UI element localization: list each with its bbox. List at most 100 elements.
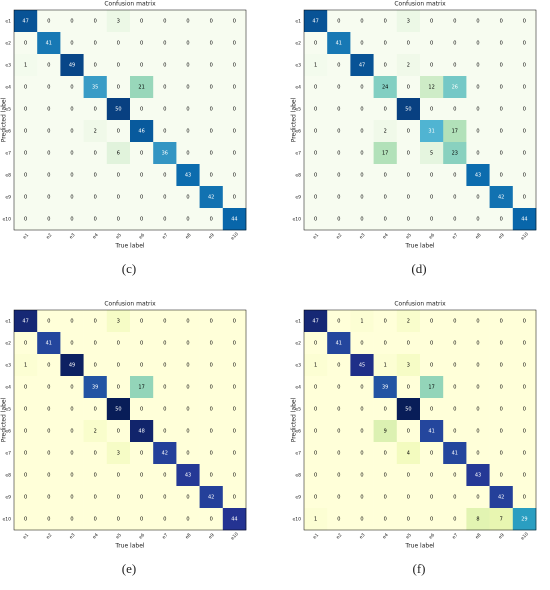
- cell-label: 0: [163, 19, 166, 25]
- cell: [14, 420, 38, 443]
- cell-label: 0: [384, 319, 387, 325]
- y-tick-label: e8: [5, 473, 11, 479]
- cell-label: 0: [210, 217, 213, 223]
- cell-label: 50: [405, 107, 411, 113]
- cell: [420, 376, 444, 399]
- cell-label: 0: [210, 363, 213, 369]
- cell-label: 47: [312, 19, 318, 25]
- cell: [396, 332, 421, 355]
- cell-label: 0: [94, 217, 97, 223]
- cell-label: 39: [92, 385, 98, 391]
- cell-label: 17: [382, 151, 388, 157]
- cell: [14, 32, 38, 55]
- cell: [420, 442, 444, 465]
- y-tick-label: e3: [5, 363, 11, 369]
- cell: [373, 208, 398, 231]
- x-tick-label: e6: [428, 532, 436, 540]
- x-tick-label: e3: [358, 532, 366, 540]
- cell-label: 0: [453, 341, 456, 347]
- cell-label: 0: [407, 517, 410, 523]
- cell-label: 0: [407, 473, 410, 479]
- x-axis-label: True label: [114, 243, 144, 250]
- x-tick-label: e2: [45, 532, 53, 540]
- cell-label: 0: [163, 85, 166, 91]
- cell-label: 0: [407, 429, 410, 435]
- cell-label: 0: [186, 451, 189, 457]
- cell-label: 0: [210, 319, 213, 325]
- y-tick-label: e1: [295, 319, 301, 325]
- chart-title: Confusion matrix: [104, 1, 156, 8]
- cell: [199, 354, 224, 377]
- cell-label: 0: [407, 41, 410, 47]
- cell: [14, 354, 38, 377]
- cell-label: 0: [94, 173, 97, 179]
- cell: [60, 120, 84, 143]
- cell: [304, 354, 328, 377]
- cell-label: 0: [94, 495, 97, 501]
- cell-label: 0: [210, 173, 213, 179]
- cell-label: 0: [47, 517, 50, 523]
- cell: [37, 508, 61, 531]
- cell: [350, 486, 374, 509]
- cell-label: 0: [70, 195, 73, 201]
- cell-label: 0: [500, 107, 503, 113]
- cell: [443, 376, 467, 399]
- y-axis-label: Predicted label: [1, 97, 8, 142]
- x-tick-label: e3: [68, 532, 76, 540]
- cell: [396, 10, 421, 33]
- cell: [222, 98, 247, 121]
- cell: [420, 354, 444, 377]
- cell-label: 0: [140, 63, 143, 69]
- cell: [37, 164, 61, 187]
- cell-label: 0: [140, 41, 143, 47]
- cell-label: 0: [523, 451, 526, 457]
- cell: [37, 32, 61, 55]
- cell-label: 0: [476, 217, 479, 223]
- plot-frame: [303, 309, 537, 531]
- cell-label: 0: [360, 129, 363, 135]
- cell-label: 0: [140, 195, 143, 201]
- cell-label: 0: [163, 495, 166, 501]
- cell-label: 0: [476, 107, 479, 113]
- y-tick-label: e5: [295, 407, 301, 413]
- cell: [396, 186, 421, 209]
- cell: [304, 98, 328, 121]
- cell: [443, 54, 467, 77]
- cell-label: 44: [231, 217, 237, 223]
- cell-label: 47: [22, 19, 28, 25]
- cell-label: 0: [94, 363, 97, 369]
- cell-label: 0: [233, 319, 236, 325]
- cell: [176, 332, 200, 355]
- cell-label: 0: [70, 107, 73, 113]
- cell: [327, 420, 351, 443]
- cell-label: 42: [162, 451, 168, 457]
- cell-label: 3: [407, 19, 410, 25]
- cell-label: 0: [233, 495, 236, 501]
- cell: [489, 54, 514, 77]
- cell-label: 0: [500, 85, 503, 91]
- y-tick-label: e8: [295, 473, 301, 479]
- cell: [176, 398, 200, 421]
- cell-label: 0: [384, 63, 387, 69]
- cell-label: 0: [163, 319, 166, 325]
- cell: [489, 164, 514, 187]
- cell: [153, 310, 177, 333]
- cell: [130, 310, 154, 333]
- cell-label: 0: [523, 63, 526, 69]
- cell: [396, 464, 421, 487]
- x-tick-label: e7: [161, 232, 169, 240]
- cell-label: 0: [186, 363, 189, 369]
- cell-label: 0: [47, 85, 50, 91]
- cell: [512, 120, 537, 143]
- cell-label: 0: [430, 363, 433, 369]
- cell-label: 0: [453, 385, 456, 391]
- cell-label: 0: [94, 151, 97, 157]
- cell-label: 0: [24, 495, 27, 501]
- cell: [60, 354, 84, 377]
- cell: [176, 120, 200, 143]
- cell: [466, 486, 490, 509]
- cell: [176, 354, 200, 377]
- cell-label: 1: [360, 319, 363, 325]
- y-axis-label: Predicted label: [291, 397, 298, 442]
- x-tick-label: e4: [91, 532, 99, 540]
